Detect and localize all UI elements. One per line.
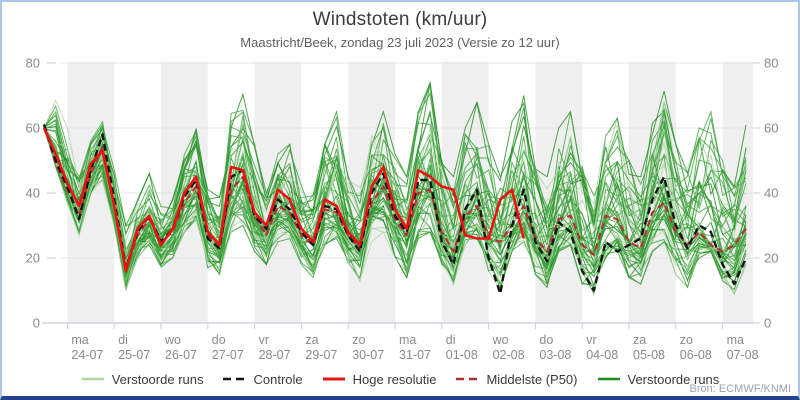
x-tick-date: 25-07 (118, 348, 150, 362)
hires-line (42, 127, 525, 273)
y-tick-label-left: 60 (26, 121, 40, 136)
legend-label: Controle (253, 371, 303, 387)
x-tick-date: 31-07 (399, 348, 431, 362)
legend-item-2: Controle (222, 371, 303, 387)
x-tick-date: 04-08 (586, 348, 618, 362)
x-tick-weekday: wo (492, 333, 509, 347)
y-tick-label-left: 80 (26, 56, 40, 71)
x-tick-weekday: vr (259, 333, 269, 347)
legend-swatch (81, 377, 104, 381)
x-tick-weekday: di (446, 333, 456, 347)
x-tick-weekday: za (305, 333, 318, 347)
ensemble-run-line (43, 127, 747, 269)
legend-label: Hoge resolutie (352, 371, 437, 387)
y-tick-label-right: 40 (764, 186, 778, 201)
ensemble-run-line (43, 126, 747, 289)
legend-swatch (456, 377, 479, 381)
legend-swatch (223, 377, 246, 381)
legend-label: Middelste (P50) (486, 371, 578, 387)
x-tick-date: 27-07 (212, 348, 244, 362)
x-tick-date: 02-08 (493, 348, 525, 362)
ensemble-run-line (43, 123, 747, 287)
legend-swatch (322, 377, 345, 381)
source-attribution: Bron: ECMWF/KNMI (689, 383, 791, 395)
x-tick-weekday: di (118, 333, 128, 347)
legend-item-5: Verstoorde runs (597, 371, 720, 387)
x-tick-date: 01-08 (446, 348, 478, 362)
legend-item-4: Middelste (P50) (455, 371, 578, 387)
y-tick-label-left: 0 (33, 316, 40, 331)
x-tick-weekday: vr (586, 333, 596, 347)
x-tick-weekday: do (539, 333, 553, 347)
x-tick-weekday: wo (164, 333, 181, 347)
ensemble-run-line (43, 124, 747, 277)
ensemble-run-line (43, 124, 747, 291)
legend-item-1: Verstoorde runs (81, 371, 204, 387)
x-tick-weekday: ma (727, 333, 744, 347)
y-tick-label-left: 20 (26, 251, 40, 266)
y-tick-label-right: 20 (764, 251, 778, 266)
x-tick-date: 07-08 (727, 348, 759, 362)
chart-subtitle: Maastricht/Beek, zondag 23 juli 2023 (Ve… (240, 35, 560, 50)
x-tick-date: 30-07 (352, 348, 384, 362)
x-tick-date: 05-08 (633, 348, 665, 362)
legend-label: Verstoorde runs (111, 371, 204, 387)
y-tick-label-right: 80 (764, 56, 778, 71)
ensemble-run-line (43, 110, 747, 276)
ensemble-run-line (43, 111, 747, 261)
x-tick-date: 26-07 (165, 348, 197, 362)
x-tick-weekday: do (212, 333, 226, 347)
legend: Verstoorde runs Controle Hoge resolutie Mid… (0, 369, 800, 389)
x-tick-date: 24-07 (71, 348, 103, 362)
y-tick-label-left: 40 (26, 186, 40, 201)
x-tick-weekday: ma (399, 333, 416, 347)
x-tick-weekday: ma (71, 333, 88, 347)
ensemble-run-line (43, 125, 747, 264)
x-tick-date: 03-08 (539, 348, 571, 362)
y-tick-label-right: 0 (764, 316, 771, 331)
x-tick-date: 29-07 (305, 348, 337, 362)
ensemble-run-line (43, 129, 747, 271)
ensemble-run-line (43, 127, 747, 275)
chart-title: Windstoten (km/uur) (312, 9, 488, 30)
x-tick-date: 28-07 (259, 348, 291, 362)
x-tick-weekday: zo (352, 333, 365, 347)
x-tick-date: 06-08 (680, 348, 712, 362)
y-tick-label-right: 60 (764, 121, 778, 136)
legend-item-3: Hoge resolutie (322, 371, 437, 387)
legend-swatch (597, 377, 620, 381)
x-tick-weekday: zo (680, 333, 693, 347)
x-tick-weekday: za (633, 333, 646, 347)
legend-label: Verstoorde runs (627, 371, 720, 387)
